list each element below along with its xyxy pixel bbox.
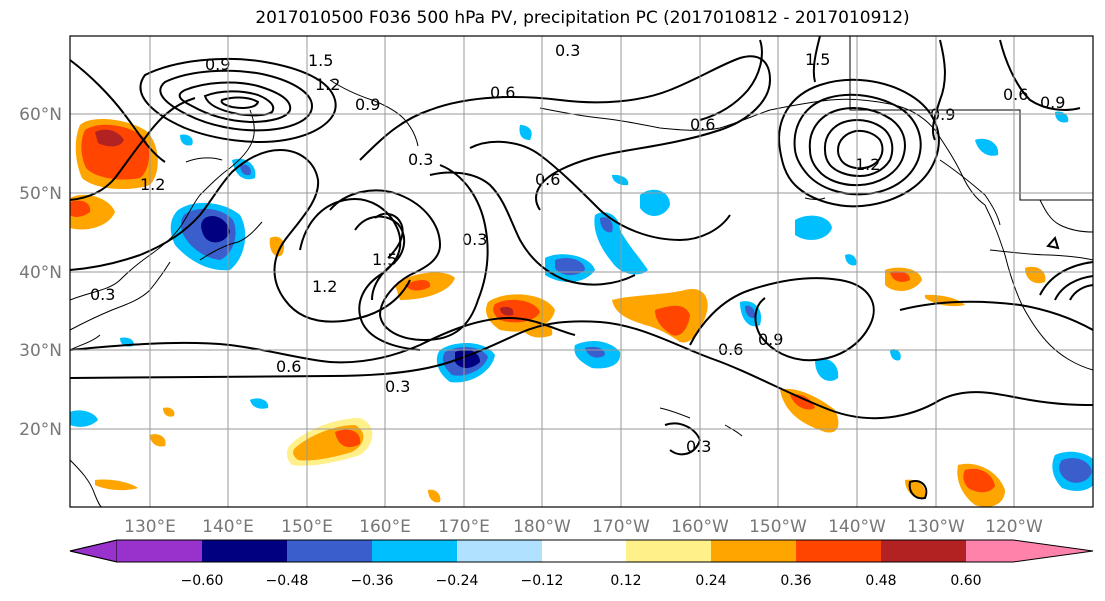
pv-label-13: 0.6 bbox=[276, 357, 301, 376]
lon-label-6: 170°W bbox=[592, 517, 650, 537]
latitude-labels: 20°N 30°N 40°N 50°N 60°N bbox=[19, 105, 62, 440]
colorbar-extend-left bbox=[69, 539, 118, 563]
lon-label-3: 160°E bbox=[359, 517, 411, 537]
pv-label-0: 0.9 bbox=[205, 55, 230, 74]
colorbar-extend-right bbox=[966, 540, 1093, 562]
colorbar-bin-9 bbox=[881, 540, 966, 562]
lon-label-2: 150°E bbox=[281, 517, 333, 537]
pv-label-8: 0.6 bbox=[535, 170, 560, 189]
colorbar-bin-7 bbox=[711, 540, 796, 562]
colorbar-bin-1 bbox=[202, 540, 287, 562]
pv-label-10: 1.2 bbox=[140, 175, 165, 194]
lon-label-5: 180°W bbox=[513, 517, 571, 537]
lon-label-10: 130°W bbox=[907, 517, 965, 537]
colorbar: −0.60 −0.48 −0.36 −0.24 −0.12 0.12 0.24 … bbox=[69, 539, 1094, 589]
lon-label-8: 150°W bbox=[749, 517, 807, 537]
lon-label-1: 140°E bbox=[202, 517, 254, 537]
pv-label-4: 0.3 bbox=[408, 150, 433, 169]
colorbar-labels: −0.60 −0.48 −0.36 −0.24 −0.12 0.12 0.24 … bbox=[181, 573, 982, 589]
colorbar-outline bbox=[69, 539, 1094, 563]
lon-label-0: 130°E bbox=[124, 517, 176, 537]
precip-shading bbox=[70, 111, 1093, 507]
lon-label-9: 140°W bbox=[828, 517, 886, 537]
lon-label-4: 170°E bbox=[438, 517, 490, 537]
lat-label-30: 30°N bbox=[19, 341, 62, 361]
colorbar-label-4: −0.12 bbox=[521, 573, 564, 589]
pv-label-22: 0.6 bbox=[690, 115, 715, 134]
colorbar-label-1: −0.48 bbox=[266, 573, 309, 589]
pv-label-12: 1.2 bbox=[312, 277, 337, 296]
lon-label-11: 120°W bbox=[985, 517, 1043, 537]
lat-label-20: 20°N bbox=[19, 420, 62, 440]
colorbar-label-0: −0.60 bbox=[181, 573, 224, 589]
colorbar-label-5: 0.12 bbox=[610, 573, 641, 589]
plot-frame bbox=[69, 35, 1094, 508]
graticule bbox=[70, 36, 1093, 507]
colorbar-label-9: 0.60 bbox=[950, 573, 981, 589]
pv-label-6: 0.6 bbox=[490, 83, 515, 102]
pv-label-3: 0.9 bbox=[355, 95, 380, 114]
colorbar-label-2: −0.36 bbox=[351, 573, 394, 589]
colorbar-bin-2 bbox=[287, 540, 372, 562]
colorbar-label-7: 0.36 bbox=[780, 573, 811, 589]
lat-label-40: 40°N bbox=[19, 263, 62, 283]
colorbar-bin-3 bbox=[372, 540, 457, 562]
pv-label-11: 0.3 bbox=[90, 285, 115, 304]
pv-contour-labels: 0.9 1.5 1.2 0.9 0.3 1.5 0.6 0.3 0.6 1.5 … bbox=[90, 41, 1065, 456]
colorbar-label-6: 0.24 bbox=[695, 573, 726, 589]
map-title: 2017010500 F036 500 hPa PV, precipitatio… bbox=[255, 8, 910, 28]
lat-label-60: 60°N bbox=[19, 105, 62, 125]
colorbar-label-3: −0.24 bbox=[436, 573, 479, 589]
pv-label-7: 0.3 bbox=[555, 41, 580, 60]
colorbar-bin-5 bbox=[542, 540, 626, 562]
colorbar-bin-0 bbox=[117, 540, 202, 562]
pv-label-23: 1.2 bbox=[855, 155, 880, 174]
pv-label-21: 0.3 bbox=[462, 230, 487, 249]
colorbar-bin-6 bbox=[626, 540, 711, 562]
pv-contours bbox=[70, 36, 1093, 500]
lat-label-50: 50°N bbox=[19, 184, 62, 204]
lon-label-7: 160°W bbox=[671, 517, 729, 537]
pv-label-1: 1.5 bbox=[308, 51, 333, 70]
longitude-labels: 130°E 140°E 150°E 160°E 170°E 180°W 170°… bbox=[124, 517, 1043, 537]
pv-label-14: 0.3 bbox=[385, 377, 410, 396]
pv-label-17: 0.3 bbox=[686, 437, 711, 456]
colorbar-bin-8 bbox=[796, 540, 881, 562]
pv-label-20: 0.9 bbox=[1040, 93, 1065, 112]
colorbar-bin-4 bbox=[457, 540, 542, 562]
pv-label-9: 1.5 bbox=[805, 50, 830, 69]
colorbar-label-8: 0.48 bbox=[865, 573, 896, 589]
pv-label-16: 0.9 bbox=[758, 330, 783, 349]
pv-label-2: 1.2 bbox=[315, 75, 340, 94]
pv-label-19: 0.6 bbox=[1003, 85, 1028, 104]
